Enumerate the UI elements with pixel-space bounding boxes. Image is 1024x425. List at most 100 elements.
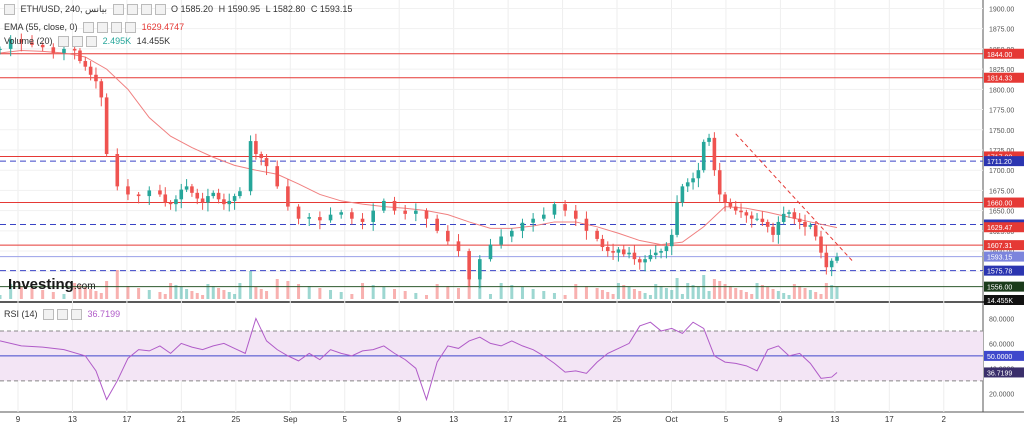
close-icon[interactable] xyxy=(86,36,98,48)
hide-icon[interactable] xyxy=(112,4,124,16)
volume-bar xyxy=(787,295,791,299)
x-tick-label: 13 xyxy=(830,415,839,424)
price-label-text: 1844.00 xyxy=(987,52,1012,59)
candle-body xyxy=(563,204,567,211)
volume-bar xyxy=(488,294,492,299)
x-tick-label: 5 xyxy=(343,415,348,424)
candle-body xyxy=(94,74,98,82)
volume-bar xyxy=(174,285,178,299)
volume-bar xyxy=(382,287,386,299)
rsi-value: 36.7199 xyxy=(87,309,121,319)
candle-body xyxy=(99,81,104,98)
candle-body xyxy=(733,206,738,211)
volume-bar xyxy=(467,276,471,299)
high-value: H 1590.95 xyxy=(218,4,261,14)
volume-bar xyxy=(233,294,237,299)
volume-bar xyxy=(707,291,711,299)
volume-bar xyxy=(830,285,834,299)
x-tick-label: 25 xyxy=(613,415,622,424)
price-label-tag xyxy=(984,222,1024,233)
volume-bar xyxy=(201,295,205,299)
volume-bar xyxy=(62,294,66,299)
volume-bar xyxy=(595,288,599,299)
volume-bar xyxy=(435,284,439,299)
price-label-tag xyxy=(984,72,1024,83)
more-icon[interactable] xyxy=(125,22,137,34)
settings-icon[interactable] xyxy=(4,4,15,16)
volume-bar xyxy=(30,288,34,299)
volume-bar xyxy=(808,290,812,299)
volume-bar xyxy=(275,279,279,299)
price-label-tag xyxy=(984,265,1024,276)
settings-icon[interactable] xyxy=(57,309,69,321)
settings-icon[interactable] xyxy=(72,36,84,48)
candle-body xyxy=(200,198,205,203)
candle-body xyxy=(62,48,66,53)
candle-body xyxy=(510,230,514,237)
settings-icon[interactable] xyxy=(97,22,109,34)
x-tick-label: 21 xyxy=(558,415,567,424)
close-icon[interactable] xyxy=(71,309,83,321)
candle-body xyxy=(163,194,168,203)
candle-body xyxy=(216,192,221,200)
close-icon[interactable] xyxy=(140,4,152,16)
symbol-label: ETH/USD, 240, بيانس xyxy=(20,4,107,14)
rsi-line xyxy=(0,317,838,402)
volume-bar xyxy=(563,295,567,299)
candle-body xyxy=(147,190,152,197)
settings-icon[interactable] xyxy=(126,4,138,16)
volume-bar xyxy=(83,287,87,299)
volume-bar xyxy=(718,281,722,299)
volume-bar xyxy=(803,288,807,299)
volume-bar xyxy=(712,279,716,299)
candle-body xyxy=(8,39,13,49)
hide-icon[interactable] xyxy=(58,36,70,48)
volume-bar xyxy=(339,292,343,299)
chart-header-ohlc: ETH/USD, 240, بيانس O 1585.20 H 1590.95 … xyxy=(4,4,355,16)
volume-bar xyxy=(169,283,173,299)
candle-body xyxy=(797,218,802,222)
x-tick-label: 17 xyxy=(504,415,513,424)
x-tick-label: 13 xyxy=(449,415,458,424)
volume-bar xyxy=(584,286,588,299)
candle-body xyxy=(717,170,722,195)
volume-bar xyxy=(217,288,221,299)
price-label-text: 1629.47 xyxy=(987,225,1012,232)
candle-body xyxy=(573,210,578,219)
candle-body xyxy=(696,170,701,179)
candle-body xyxy=(600,238,605,248)
candle-body xyxy=(227,200,232,205)
candle-body xyxy=(158,190,162,195)
volume-bar xyxy=(670,290,674,299)
hide-icon[interactable] xyxy=(83,22,95,34)
volume-bar xyxy=(222,290,226,299)
price-label-text: 1575.78 xyxy=(987,269,1012,276)
close-icon[interactable] xyxy=(111,22,123,34)
candle-body xyxy=(749,215,754,219)
candle-body xyxy=(446,230,450,242)
candle-body xyxy=(424,210,429,219)
volume-bar xyxy=(185,289,189,299)
candle-body xyxy=(637,259,642,263)
volume-bar xyxy=(211,286,215,299)
candle-body xyxy=(712,137,717,171)
volume-bar xyxy=(286,281,290,299)
hide-icon[interactable] xyxy=(43,309,55,321)
close-value: C 1593.15 xyxy=(310,4,353,14)
volume-bar xyxy=(542,291,546,299)
candle-body xyxy=(195,192,200,199)
candle-body xyxy=(728,202,733,207)
candle-body xyxy=(371,210,375,222)
volume-bar xyxy=(19,286,23,299)
volume-bar xyxy=(403,291,407,299)
volume-bar xyxy=(691,285,695,299)
volume-bar xyxy=(723,284,727,299)
volume-label: Volume (20) xyxy=(4,36,53,46)
candle-body xyxy=(275,166,280,187)
volume-bar xyxy=(776,291,780,299)
candle-body xyxy=(403,210,407,214)
candle-body xyxy=(174,199,178,205)
rsi-tick-label: 60.0000 xyxy=(989,341,1014,348)
more-icon[interactable] xyxy=(154,4,166,16)
candle-body xyxy=(467,251,471,280)
